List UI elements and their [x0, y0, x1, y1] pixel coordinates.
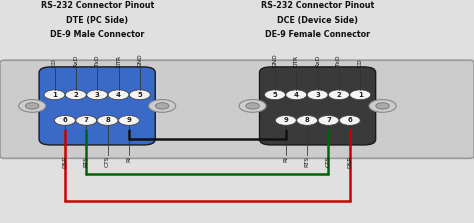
Text: 3: 3	[95, 92, 100, 98]
Text: CD: CD	[52, 58, 57, 67]
FancyBboxPatch shape	[0, 60, 474, 158]
Text: 1: 1	[358, 92, 363, 98]
Text: RS-232 Connector Pinout: RS-232 Connector Pinout	[261, 1, 374, 10]
Circle shape	[350, 90, 371, 100]
Circle shape	[55, 116, 75, 125]
Circle shape	[108, 90, 129, 100]
Circle shape	[275, 116, 296, 125]
Circle shape	[87, 90, 108, 100]
Text: 1: 1	[52, 92, 57, 98]
Circle shape	[76, 116, 97, 125]
Circle shape	[18, 99, 46, 112]
Text: 8: 8	[105, 118, 110, 123]
Circle shape	[44, 90, 65, 100]
Text: RTS: RTS	[305, 156, 310, 167]
Circle shape	[297, 116, 318, 125]
Text: RxD: RxD	[315, 55, 320, 67]
Text: RS-232 Connector Pinout: RS-232 Connector Pinout	[41, 1, 154, 10]
Text: 4: 4	[116, 92, 121, 98]
FancyBboxPatch shape	[39, 67, 155, 145]
Text: 7: 7	[84, 118, 89, 123]
Circle shape	[239, 99, 266, 112]
Circle shape	[148, 99, 176, 112]
Circle shape	[129, 90, 150, 100]
Circle shape	[26, 103, 39, 109]
Text: 8: 8	[305, 118, 310, 123]
Circle shape	[328, 90, 349, 100]
FancyBboxPatch shape	[259, 67, 375, 145]
Text: GND: GND	[273, 53, 277, 67]
Text: DE-9 Male Connector: DE-9 Male Connector	[50, 30, 145, 39]
Text: RI: RI	[127, 156, 131, 162]
Text: DTR: DTR	[116, 55, 121, 67]
Circle shape	[155, 103, 169, 109]
Circle shape	[318, 116, 339, 125]
Circle shape	[369, 99, 396, 112]
Circle shape	[339, 116, 360, 125]
Circle shape	[65, 90, 86, 100]
Text: DE-9 Female Connector: DE-9 Female Connector	[265, 30, 370, 39]
Text: GND: GND	[137, 53, 142, 67]
Circle shape	[97, 116, 118, 125]
Circle shape	[376, 103, 389, 109]
Circle shape	[307, 90, 328, 100]
Text: 5: 5	[273, 92, 277, 98]
Text: 5: 5	[137, 92, 142, 98]
Text: DSR: DSR	[63, 156, 67, 168]
Text: CTS: CTS	[326, 156, 331, 167]
Circle shape	[286, 90, 307, 100]
Text: DTE (PC Side): DTE (PC Side)	[66, 16, 128, 25]
Text: 2: 2	[73, 92, 78, 98]
Text: CD: CD	[358, 58, 363, 67]
Text: DSR: DSR	[347, 156, 352, 168]
Text: RI: RI	[283, 156, 288, 162]
Text: 4: 4	[294, 92, 299, 98]
Circle shape	[264, 90, 285, 100]
Text: 6: 6	[347, 118, 352, 123]
Text: DTR: DTR	[294, 55, 299, 67]
Text: CTS: CTS	[105, 156, 110, 167]
Text: DCE (Device Side): DCE (Device Side)	[277, 16, 358, 25]
Text: 2: 2	[337, 92, 341, 98]
Text: 7: 7	[326, 118, 331, 123]
Text: RTS: RTS	[84, 156, 89, 167]
Circle shape	[118, 116, 139, 125]
Text: 9: 9	[283, 118, 288, 123]
Text: TxD: TxD	[95, 55, 100, 67]
Text: TxD: TxD	[337, 55, 341, 67]
Text: 6: 6	[63, 118, 67, 123]
Text: RxD: RxD	[73, 55, 78, 67]
Text: 9: 9	[127, 118, 131, 123]
Text: 3: 3	[315, 92, 320, 98]
Circle shape	[246, 103, 259, 109]
